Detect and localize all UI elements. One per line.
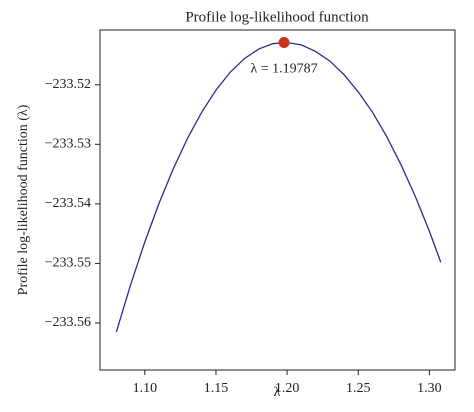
y-axis-label: Profile log-likelihood function (λ)	[16, 104, 31, 295]
x-tick-label: 1.20	[275, 381, 300, 396]
plot-frame	[99, 29, 456, 371]
chart-title: Profile log-likelihood function	[185, 9, 369, 25]
y-tick-label: −233.56	[45, 315, 91, 330]
maximum-point	[278, 37, 290, 49]
likelihood-curve	[115, 41, 442, 333]
y-tick-label: −233.54	[45, 196, 91, 211]
y-tick-label: −233.55	[45, 256, 91, 271]
x-tick-label: 1.15	[204, 381, 229, 396]
x-axis-label: λ	[274, 385, 281, 400]
y-tick-label: −233.52	[45, 77, 91, 92]
y-tick-label: −233.53	[45, 137, 91, 152]
x-tick-label: 1.30	[417, 381, 442, 396]
x-tick-label: 1.25	[346, 381, 371, 396]
x-tick-label: 1.10	[133, 381, 158, 396]
annotation: λ = 1.19787	[250, 62, 317, 77]
